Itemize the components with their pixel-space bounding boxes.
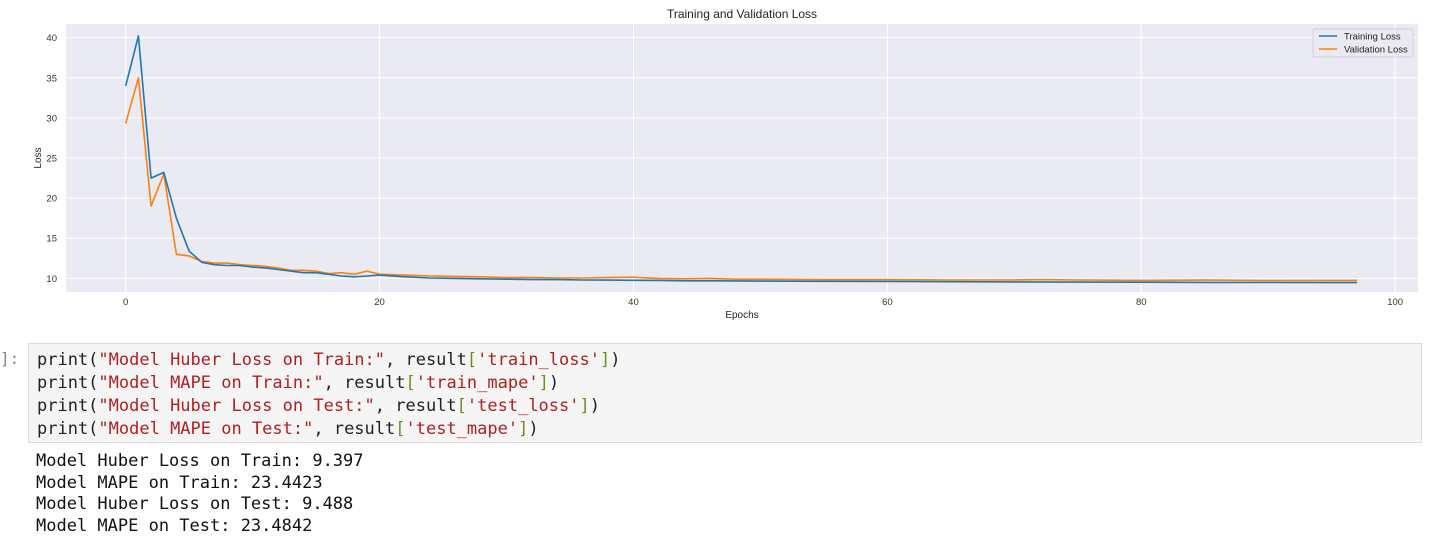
code-token: [ — [466, 350, 478, 370]
x-tick-label: 0 — [123, 297, 128, 308]
code-token: , result — [374, 396, 457, 416]
x-tick-label: 80 — [1136, 297, 1147, 308]
series-validation-loss — [124, 77, 1358, 282]
legend-label: Training Loss — [1344, 32, 1401, 43]
code-token: 'train_mape' — [415, 373, 539, 393]
code-token: "Model MAPE on Train:" — [98, 373, 324, 393]
output-line: Model MAPE on Train: 23.4423 — [36, 472, 323, 493]
output-line: Model Huber Loss on Train: 9.397 — [36, 451, 364, 471]
code-token: ) — [589, 396, 600, 416]
x-tick-label: 20 — [374, 297, 385, 308]
code-token: print( — [37, 396, 99, 416]
cell-prompt: ]: — [0, 349, 20, 368]
x-axis-label: Epochs — [725, 310, 758, 321]
output-line: Model MAPE on Test: 23.4842 — [36, 515, 313, 536]
y-tick-label: 35 — [46, 73, 57, 84]
y-tick-label: 15 — [46, 234, 57, 245]
code-token: ] — [599, 350, 611, 370]
x-tick-label: 60 — [882, 297, 893, 308]
code-token: ] — [579, 396, 590, 416]
code-token: ) — [528, 419, 539, 439]
code-token: ] — [518, 419, 529, 439]
code-token: [ — [456, 396, 467, 416]
code-line: print("Model Huber Loss on Test:", resul… — [37, 395, 1421, 418]
code-token: 'test_loss' — [466, 396, 580, 416]
code-line: print("Model MAPE on Test:", result['tes… — [37, 418, 1421, 441]
code-token: "Model Huber Loss on Train:" — [98, 350, 385, 370]
code-token: "Model Huber Loss on Test:" — [98, 396, 375, 416]
loss-chart: 0 20 40 60 80 100 10 15 20 25 30 35 40 Training and V… — [33, 7, 1418, 321]
code-token: , result — [385, 350, 467, 370]
code-cell[interactable]: print("Model Huber Loss on Train:", resu… — [28, 343, 1422, 443]
code-token: , result — [313, 419, 396, 439]
legend-box — [1312, 28, 1414, 58]
code-token: 'test_mape' — [405, 419, 519, 439]
code-token: print( — [37, 350, 99, 370]
code-token: [ — [405, 373, 416, 393]
code-token: , result — [323, 373, 406, 393]
code-token: print( — [37, 419, 99, 439]
legend-label: Validation Loss — [1344, 45, 1408, 56]
y-tick-label: 25 — [46, 154, 57, 165]
code-line: print("Model MAPE on Train:", result['tr… — [37, 372, 1421, 395]
x-tick-label: 100 — [1387, 297, 1403, 308]
code-token: 'train_loss' — [477, 350, 600, 370]
code-token: ] — [538, 373, 549, 393]
series-training-loss — [124, 35, 1358, 284]
x-tick-label: 40 — [628, 297, 639, 308]
y-axis-label: Loss — [33, 147, 44, 168]
code-token: ) — [548, 373, 560, 393]
cell-output: Model Huber Loss on Train: 9.397 Model MA… — [36, 451, 364, 537]
chart-title: Training and Validation Loss — [667, 7, 817, 21]
code-token: print( — [37, 373, 99, 393]
y-tick-label: 30 — [46, 113, 57, 124]
y-tick-label: 10 — [46, 274, 57, 285]
code-token: ) — [610, 350, 621, 370]
code-token: "Model MAPE on Test:" — [98, 419, 314, 439]
y-tick-label: 40 — [46, 33, 57, 44]
code-line: print("Model Huber Loss on Train:", resu… — [37, 349, 1421, 372]
output-line: Model Huber Loss on Test: 9.488 — [36, 494, 354, 514]
code-token: [ — [395, 419, 406, 439]
y-tick-label: 20 — [46, 194, 57, 205]
